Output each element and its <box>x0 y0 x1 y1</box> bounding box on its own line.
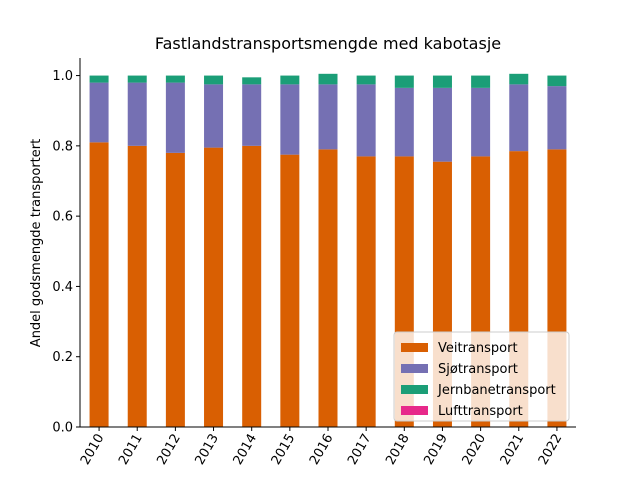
x-tick-label: 2021 <box>498 432 528 468</box>
bar-jernbanetransport-2020 <box>471 75 491 88</box>
bar-veitransport-2012 <box>165 152 185 427</box>
bar-jernbanetransport-2016 <box>318 73 338 85</box>
bar-sjøtransport-2021 <box>509 84 529 152</box>
bar-jernbanetransport-2021 <box>509 73 529 85</box>
legend-label: Veitransport <box>438 341 518 356</box>
bar-veitransport-2011 <box>127 145 147 427</box>
legend-label: Sjøtransport <box>438 362 518 377</box>
y-tick-label: 0.4 <box>52 280 73 295</box>
x-tick-label: 2016 <box>307 432 337 468</box>
bar-sjøtransport-2022 <box>547 86 567 150</box>
bar-sjøtransport-2011 <box>127 82 147 146</box>
bar-sjøtransport-2017 <box>356 84 376 157</box>
bar-jernbanetransport-2018 <box>394 75 414 88</box>
bar-jernbanetransport-2019 <box>432 75 452 88</box>
bar-veitransport-2016 <box>318 149 338 427</box>
bar-veitransport-2010 <box>89 142 109 428</box>
y-tick-label: 1.0 <box>52 69 73 84</box>
x-tick-label: 2013 <box>192 432 222 468</box>
legend-label: Lufttransport <box>438 404 523 419</box>
bar-jernbanetransport-2022 <box>547 75 567 87</box>
x-tick-label: 2015 <box>269 432 299 468</box>
bar-jernbanetransport-2017 <box>356 75 376 85</box>
chart-title: Fastlandstransportsmengde med kabotasje <box>155 34 501 53</box>
y-axis-label: Andel godsmengde transportert <box>29 139 44 347</box>
x-tick-label: 2010 <box>78 432 108 468</box>
bar-veitransport-2015 <box>280 154 300 427</box>
bar-sjøtransport-2020 <box>471 87 491 157</box>
x-tick-label: 2022 <box>536 432 566 468</box>
bar-sjøtransport-2013 <box>204 84 224 148</box>
x-tick-label: 2014 <box>231 432 261 468</box>
x-tick-label: 2017 <box>345 432 375 468</box>
bar-sjøtransport-2012 <box>165 82 185 153</box>
legend-box <box>393 331 570 422</box>
bar-sjøtransport-2010 <box>89 82 109 143</box>
legend-swatch <box>401 385 428 394</box>
bar-jernbanetransport-2011 <box>127 75 147 83</box>
bar-jernbanetransport-2012 <box>165 75 185 83</box>
bar-sjøtransport-2016 <box>318 84 338 150</box>
y-tick-label: 0.2 <box>52 350 73 365</box>
legend-swatch <box>401 406 428 415</box>
y-tick-label: 0.6 <box>52 210 73 225</box>
bar-veitransport-2013 <box>204 147 224 427</box>
bar-sjøtransport-2019 <box>432 87 452 162</box>
bar-jernbanetransport-2013 <box>204 75 224 85</box>
x-tick-label: 2019 <box>421 432 451 468</box>
legend: Veitransport Sjøtransport Jernbanetranspor… <box>393 331 570 422</box>
x-tick-label: 2011 <box>116 432 146 468</box>
y-tick-label: 0.0 <box>52 421 73 436</box>
x-tick-label: 2018 <box>383 432 413 468</box>
bar-veitransport-2014 <box>242 145 262 427</box>
bar-sjøtransport-2014 <box>242 84 262 146</box>
bar-veitransport-2017 <box>356 156 376 427</box>
legend-label: Jernbanetransport <box>437 383 556 398</box>
bar-sjøtransport-2018 <box>394 87 414 157</box>
legend-swatch <box>401 343 428 352</box>
x-tick-label: 2020 <box>460 432 490 468</box>
legend-swatch <box>401 364 428 373</box>
bar-jernbanetransport-2014 <box>242 77 262 85</box>
x-tick-label: 2012 <box>154 432 184 468</box>
y-tick-label: 0.8 <box>52 139 73 154</box>
bar-jernbanetransport-2010 <box>89 75 109 83</box>
bar-sjøtransport-2015 <box>280 84 300 155</box>
bar-jernbanetransport-2015 <box>280 75 300 85</box>
